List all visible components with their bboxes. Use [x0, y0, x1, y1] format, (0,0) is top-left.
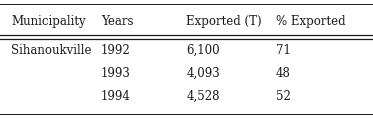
- Text: Sihanoukville: Sihanoukville: [11, 44, 92, 57]
- Text: 1994: 1994: [101, 90, 131, 103]
- Text: Municipality: Municipality: [11, 15, 86, 28]
- Text: 52: 52: [276, 90, 291, 103]
- Text: Years: Years: [101, 15, 133, 28]
- Text: 4,093: 4,093: [186, 67, 220, 80]
- Text: Exported (T): Exported (T): [186, 15, 262, 28]
- Text: 1992: 1992: [101, 44, 131, 57]
- Text: 48: 48: [276, 67, 291, 80]
- Text: 6,100: 6,100: [186, 44, 220, 57]
- Text: 4,528: 4,528: [186, 90, 220, 103]
- Text: 71: 71: [276, 44, 291, 57]
- Text: 1993: 1993: [101, 67, 131, 80]
- Text: % Exported: % Exported: [276, 15, 346, 28]
